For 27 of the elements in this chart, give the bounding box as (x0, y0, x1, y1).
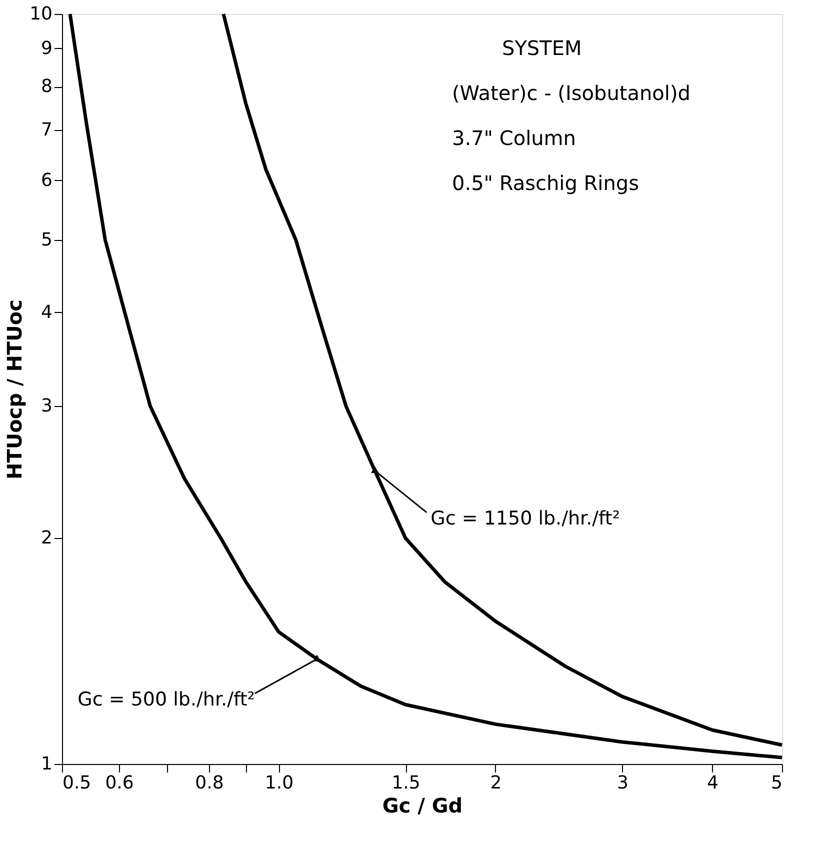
y-tick-label: 3 (41, 396, 52, 417)
x-tick-label: 2 (490, 772, 502, 794)
x-tick-label: 0.8 (195, 772, 224, 794)
x-tick-label: 5 (771, 772, 782, 794)
y-axis-title: HTUocp / HTUoc (2, 300, 27, 480)
x-tick-label: 1.5 (392, 772, 420, 794)
y-tick-label: 9 (41, 38, 52, 59)
y-tick-label: 4 (41, 302, 52, 323)
x-tick-label: 0.6 (105, 772, 134, 794)
y-tick-label: 1 (41, 754, 52, 774)
annotation: Gc = 500 lb./hr./ft² (78, 688, 255, 710)
y-tick-label: 6 (41, 170, 52, 191)
y-tick-label: 8 (41, 76, 52, 98)
x-tick-label: 1.0 (264, 772, 294, 794)
x-tick-label: 0.5 (62, 772, 92, 794)
y-tick-label: 5 (41, 229, 52, 250)
annotation: 3.7" Column (452, 126, 576, 150)
x-tick-label: 4 (707, 772, 718, 794)
annotation: Gc = 1150 lb./hr./ft² (430, 507, 620, 530)
y-tick-label: 2 (41, 528, 52, 549)
annotation: (Water)c - (Isobutanol)d (452, 81, 690, 105)
y-tick-label: 10 (30, 4, 52, 24)
x-tick-label: 3 (617, 772, 628, 794)
x-axis-title: Gc / Gd (382, 794, 463, 818)
annotation: SYSTEM (502, 36, 582, 60)
annotation: 0.5" Raschig Rings (452, 171, 640, 195)
y-tick-label: 7 (41, 120, 52, 141)
